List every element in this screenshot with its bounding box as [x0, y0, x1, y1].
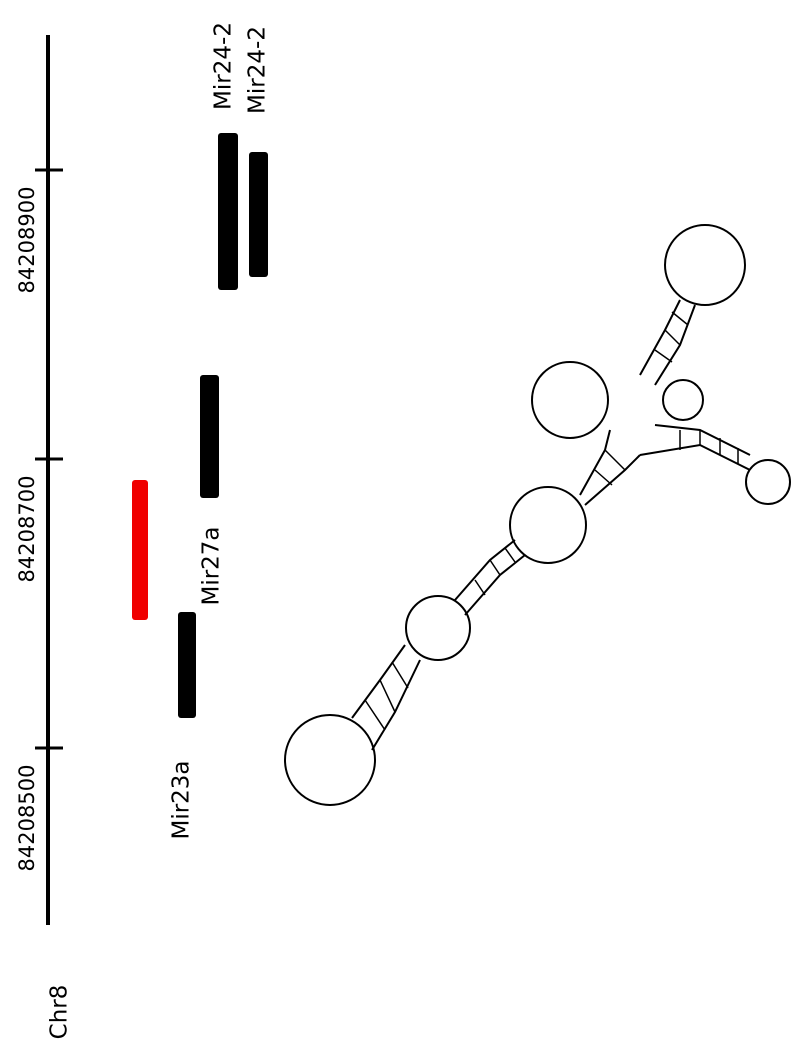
gene-bar	[218, 133, 238, 290]
gene-label: Mir24-2	[245, 26, 271, 114]
gene-label: Mir24-2	[211, 22, 237, 110]
tick-label: 84208900	[15, 187, 39, 294]
gene-bar	[200, 375, 219, 498]
gene-bar	[249, 152, 268, 277]
gene-bar	[178, 612, 196, 718]
tick-label: 84208700	[15, 476, 39, 583]
gene-label: Mir23a	[169, 760, 195, 839]
chromosome-label: Chr8	[47, 985, 73, 1040]
tick-label: 84208500	[15, 765, 39, 872]
rna-structure	[284, 224, 791, 806]
highlight-region	[132, 480, 148, 620]
gene-label: Mir27a	[199, 526, 225, 605]
